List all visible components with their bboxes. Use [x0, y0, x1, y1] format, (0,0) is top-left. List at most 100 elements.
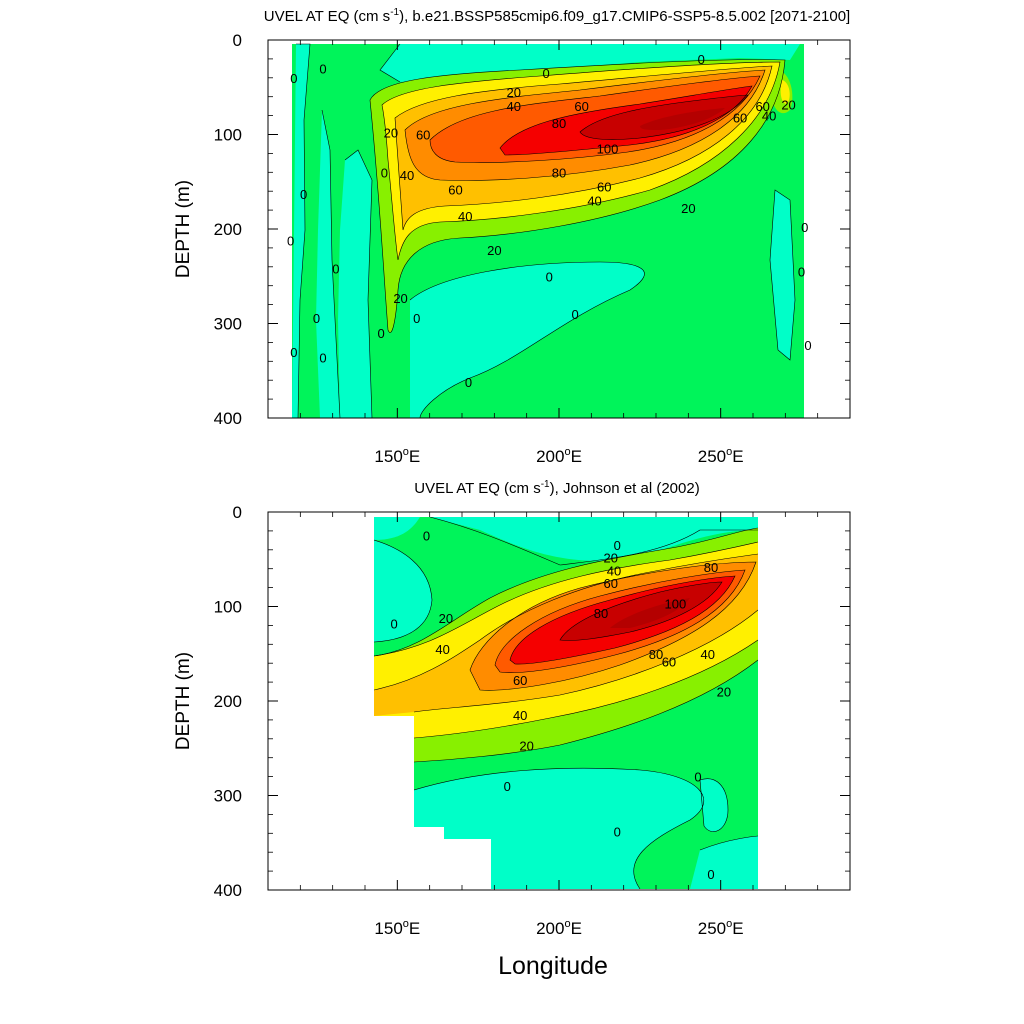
- top-panel: UVEL AT EQ (cm s-1), b.e21.BSSP585cmip6.…: [173, 7, 851, 466]
- top-ylabel: DEPTH (m): [173, 180, 194, 278]
- top-contour-label: 80: [552, 116, 566, 131]
- top-contour-label: 60: [733, 110, 747, 125]
- top-xtick-label: 150oE: [374, 446, 420, 466]
- top-xtick-num: 200: [536, 447, 564, 466]
- bottom-contour-label: 60: [603, 576, 617, 591]
- bottom-title-pre: UVEL AT EQ (cm s: [414, 480, 540, 497]
- top-contour-label: 0: [290, 345, 297, 360]
- top-xtick-num: 250: [698, 447, 726, 466]
- top-contour-label: 20: [781, 97, 795, 112]
- top-contour-label: 0: [798, 265, 805, 280]
- top-ytick-label: 0: [233, 31, 242, 50]
- bottom-contour-label: 100: [665, 597, 687, 612]
- bottom-xtick-num: 150: [374, 919, 402, 938]
- bottom-contour-label: 40: [607, 564, 621, 579]
- top-contour-label: 60: [448, 182, 462, 197]
- top-xtick-deg: o: [726, 446, 732, 458]
- bottom-xtick-deg: o: [403, 918, 409, 930]
- top-xtick-num: 150: [374, 447, 402, 466]
- top-contour-label: 0: [572, 307, 579, 322]
- top-contour-label: 40: [762, 109, 776, 124]
- top-contour-label: 0: [804, 338, 811, 353]
- top-contour-label: 0: [300, 187, 307, 202]
- top-contour-label: 100: [597, 142, 619, 157]
- top-contour-label: 20: [393, 291, 407, 306]
- top-contour-label: 0: [465, 375, 472, 390]
- top-xtick-suffix: E: [409, 447, 420, 466]
- top-contour-label: 80: [552, 165, 566, 180]
- top-ytick-label: 200: [214, 220, 242, 239]
- top-core: [640, 108, 725, 130]
- top-cyan-west: [292, 44, 310, 418]
- bottom-ytick-label: 0: [233, 503, 242, 522]
- bottom-contour-label: 0: [423, 529, 430, 544]
- top-xtick-label: 250oE: [698, 446, 744, 466]
- top-title-pre: UVEL AT EQ (cm s: [264, 8, 390, 25]
- top-contour-label: 40: [458, 209, 472, 224]
- top-110: [580, 95, 748, 140]
- bot-cyan-north: [430, 517, 758, 561]
- bottom-contour-label: 20: [603, 550, 617, 565]
- top-cyan-west-3: [338, 150, 372, 418]
- bottom-contour-label: 0: [707, 867, 714, 882]
- top-contour-label: 20: [487, 243, 501, 258]
- bottom-xtick-deg: o: [564, 918, 570, 930]
- top-contour-label: 60: [416, 128, 430, 143]
- bottom-xtick-label: 200oE: [536, 918, 582, 938]
- bot-100: [560, 582, 722, 641]
- top-ytick-label: 100: [214, 126, 242, 145]
- bottom-title: UVEL AT EQ (cm s-1), Johnson et al (2002…: [414, 479, 699, 497]
- bottom-title-post: ), Johnson et al (2002): [550, 480, 700, 497]
- top-contour-label: 0: [413, 311, 420, 326]
- x-axis-label: Longitude: [498, 952, 608, 980]
- top-contour-label: 60: [597, 179, 611, 194]
- bottom-title-sup: -1: [541, 479, 550, 490]
- bottom-xtick-deg: o: [726, 918, 732, 930]
- top-contour-label: 20: [681, 201, 695, 216]
- top-contour-label: 60: [755, 99, 769, 114]
- bot-core: [610, 598, 690, 628]
- bottom-contour-lines: [374, 517, 758, 889]
- bottom-contour-label: 20: [519, 738, 533, 753]
- bottom-contour-label: 0: [390, 617, 397, 632]
- bottom-contour-label: 40: [513, 708, 527, 723]
- bottom-xtick-suffix: E: [409, 919, 420, 938]
- bottom-xtick-num: 200: [536, 919, 564, 938]
- top-contour-label: 0: [381, 165, 388, 180]
- bottom-xtick-num: 250: [698, 919, 726, 938]
- bot-cyan-east: [700, 778, 728, 832]
- top-contour-label: 0: [319, 61, 326, 76]
- top-contour-label: 40: [587, 194, 601, 209]
- bottom-contour-label: 0: [614, 824, 621, 839]
- top-contour-label: 0: [287, 233, 294, 248]
- bottom-contour-label: 80: [594, 606, 608, 621]
- top-yellow-east: [780, 80, 790, 104]
- top-xtick-deg: o: [564, 446, 570, 458]
- bottom-contour-label: 60: [662, 654, 676, 669]
- top-title-post: ), b.e21.BSSP585cmip6.f09_g17.CMIP6-SSP5…: [399, 8, 850, 25]
- bottom-ytick-label: 200: [214, 692, 242, 711]
- bottom-xtick-label: 250oE: [698, 918, 744, 938]
- bottom-contour-label: 0: [694, 770, 701, 785]
- top-xtick-label: 200oE: [536, 446, 582, 466]
- bottom-contour-label: 20: [717, 685, 731, 700]
- bottom-contour-label: 40: [700, 647, 714, 662]
- top-xtick-suffix: E: [732, 447, 743, 466]
- top-contour-label: 0: [319, 351, 326, 366]
- top-contour-label: 0: [378, 326, 385, 341]
- top-contour-label: 0: [313, 311, 320, 326]
- bottom-ylabel: DEPTH (m): [173, 652, 194, 750]
- bottom-contour-label: 80: [649, 647, 663, 662]
- bottom-contour-label: 80: [704, 560, 718, 575]
- top-contour-label: 0: [801, 220, 808, 235]
- bottom-ytick-label: 400: [214, 881, 242, 900]
- top-contour-fill: [292, 44, 804, 418]
- bottom-contour-label: 0: [504, 779, 511, 794]
- bot-cyan-nw: [374, 517, 420, 540]
- bottom-contour-label: 40: [435, 642, 449, 657]
- bottom-xtick-label: 150oE: [374, 918, 420, 938]
